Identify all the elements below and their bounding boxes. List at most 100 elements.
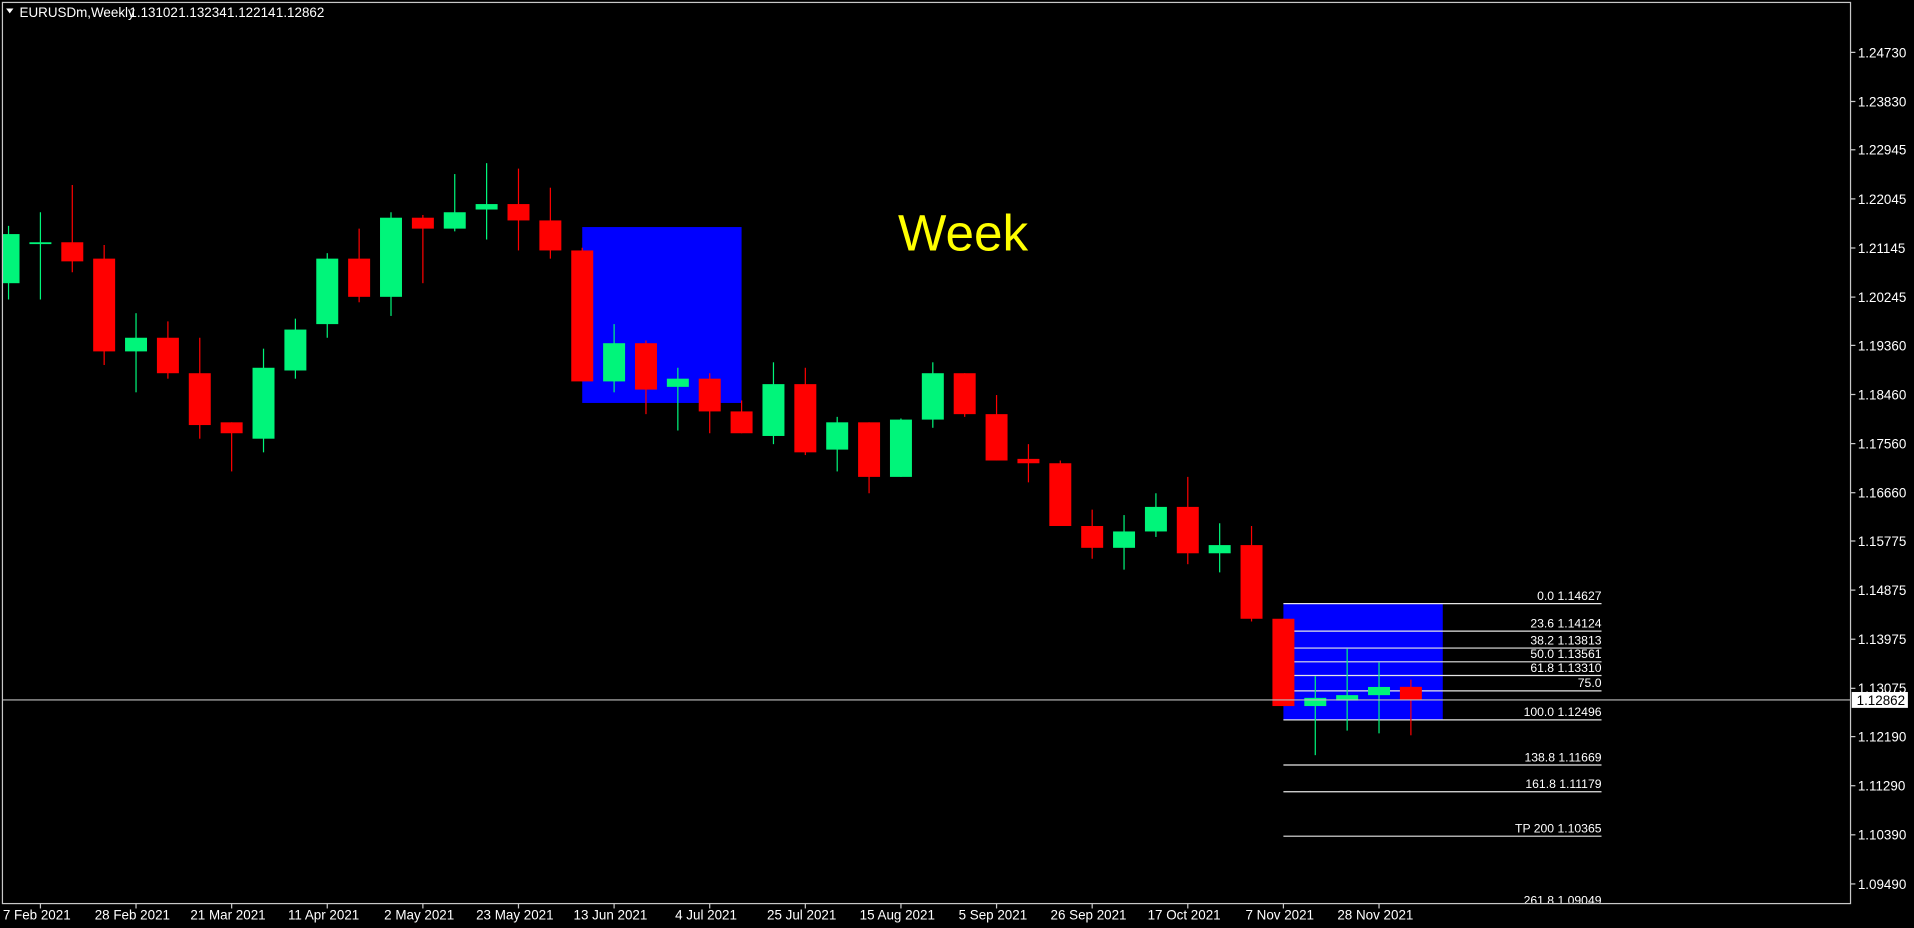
candle-body	[858, 422, 881, 477]
candle-body	[93, 258, 116, 352]
candle-body	[603, 343, 626, 382]
candle-body	[252, 367, 275, 439]
y-tick-label: 1.10390	[1858, 828, 1906, 843]
x-tick-label: 13 Jun 2021	[574, 907, 648, 922]
candle-body	[1336, 695, 1359, 701]
candle-body	[1272, 618, 1295, 707]
fib-label: TP 200 1.10365	[1515, 822, 1602, 836]
fib-label: 61.8 1.13310	[1530, 661, 1601, 675]
candle-body	[889, 419, 912, 477]
candle-body	[1049, 463, 1072, 526]
price-box	[1851, 692, 1908, 708]
candle-body	[284, 329, 307, 371]
y-tick-label: 1.14875	[1858, 583, 1906, 598]
candle-body	[953, 373, 976, 415]
fib-label: 0.0 1.14627	[1537, 589, 1602, 603]
candle-body	[1017, 458, 1040, 464]
candle-body	[921, 373, 944, 420]
candle-body	[1081, 525, 1104, 548]
annotation: Week	[898, 204, 1028, 261]
fib-label: 75.0	[1578, 676, 1602, 690]
candle-body	[1208, 545, 1231, 554]
plot-border	[1, 1, 1852, 905]
candle-body	[1113, 531, 1136, 548]
header-high: 1.13234	[178, 5, 227, 20]
y-tick-label: 1.22945	[1858, 143, 1906, 158]
candle-body	[61, 242, 84, 262]
candle-body	[220, 422, 243, 434]
candle-body	[1399, 686, 1422, 700]
x-tick-label: 7 Feb 2021	[3, 907, 71, 922]
y-tick-label: 1.13975	[1858, 632, 1906, 647]
candle-body	[634, 343, 657, 390]
header-low: 1.12214	[227, 5, 276, 20]
candle-body	[730, 411, 753, 434]
y-tick-label: 1.09490	[1858, 877, 1906, 892]
fib-label: 138.8 1.11669	[1524, 750, 1601, 764]
candle-body	[475, 204, 498, 210]
y-tick-label: 1.18460	[1858, 387, 1906, 402]
candle-body	[1176, 506, 1199, 554]
candle-body	[443, 212, 466, 229]
fib-label: 261.8 1.09049	[1524, 893, 1602, 907]
y-tick-label: 1.16660	[1858, 486, 1906, 501]
candle-body	[29, 242, 52, 245]
fib-label: 38.2 1.13813	[1530, 633, 1601, 647]
x-tick-label: 4 Jul 2021	[675, 907, 737, 922]
x-tick-label: 2 May 2021	[384, 907, 454, 922]
candle-body	[666, 378, 689, 387]
candle-body	[1304, 697, 1327, 707]
x-tick-label: 26 Sep 2021	[1050, 907, 1126, 922]
candle-body	[794, 384, 817, 453]
candle-body	[698, 378, 721, 412]
candle-body	[188, 373, 211, 426]
candle-body	[571, 250, 594, 382]
x-tick-label: 21 Mar 2021	[190, 907, 265, 922]
y-tick-label: 1.12190	[1858, 729, 1906, 744]
fib-label: 100.0 1.12496	[1524, 705, 1602, 719]
y-tick-label: 1.11290	[1858, 779, 1905, 794]
candle-body	[826, 422, 849, 450]
symbol-label: EURUSDm,Weekly	[20, 5, 135, 20]
y-tick-label: 1.24730	[1858, 45, 1906, 60]
x-tick-label: 28 Feb 2021	[95, 907, 170, 922]
candle-body	[1368, 686, 1391, 696]
x-tick-label: 15 Aug 2021	[860, 907, 935, 922]
menu-triangle[interactable]	[6, 8, 14, 14]
x-tick-label: 25 Jul 2021	[767, 907, 836, 922]
candle-body	[380, 217, 402, 297]
y-tick-label: 1.22045	[1858, 192, 1906, 207]
candle-body	[348, 258, 371, 297]
candle-body	[762, 384, 785, 436]
y-tick-label: 1.15775	[1858, 534, 1906, 549]
x-tick-label: 5 Sep 2021	[959, 907, 1028, 922]
candle-body	[125, 337, 148, 352]
candle-body	[1240, 545, 1263, 619]
header-close: 1.12862	[276, 5, 324, 20]
price-label: 1.12862	[1857, 693, 1905, 708]
y-tick-label: 1.19360	[1858, 338, 1906, 353]
fib-label: 50.0 1.13561	[1530, 647, 1601, 661]
candle-body	[539, 220, 562, 251]
candle-body	[411, 217, 434, 229]
x-tick-label: 28 Nov 2021	[1337, 907, 1413, 922]
candle-body	[1144, 506, 1167, 532]
y-tick-label: 1.21145	[1858, 241, 1905, 256]
y-tick-label: 1.23830	[1858, 94, 1906, 109]
header-open: 1.13102	[129, 5, 177, 20]
plot-area: 0.0 1.14627 23.6 1.14124 38.2 1.1381350.0 …	[2, 163, 1602, 907]
x-tick-label: 23 May 2021	[476, 907, 554, 922]
candle-body	[316, 258, 339, 325]
x-tick-label: 17 Oct 2021	[1148, 907, 1221, 922]
candle-body	[985, 414, 1008, 461]
fib-label: 23.6 1.14124	[1530, 616, 1601, 630]
x-tick-label: 7 Nov 2021	[1245, 907, 1314, 922]
candle-body	[156, 337, 179, 374]
fib-label: 161.8 1.11179	[1525, 777, 1601, 791]
candle-body	[2, 234, 20, 284]
y-tick-label: 1.20245	[1858, 290, 1906, 305]
y-tick-label: 1.17560	[1858, 436, 1906, 451]
x-tick-label: 11 Apr 2021	[288, 907, 359, 922]
